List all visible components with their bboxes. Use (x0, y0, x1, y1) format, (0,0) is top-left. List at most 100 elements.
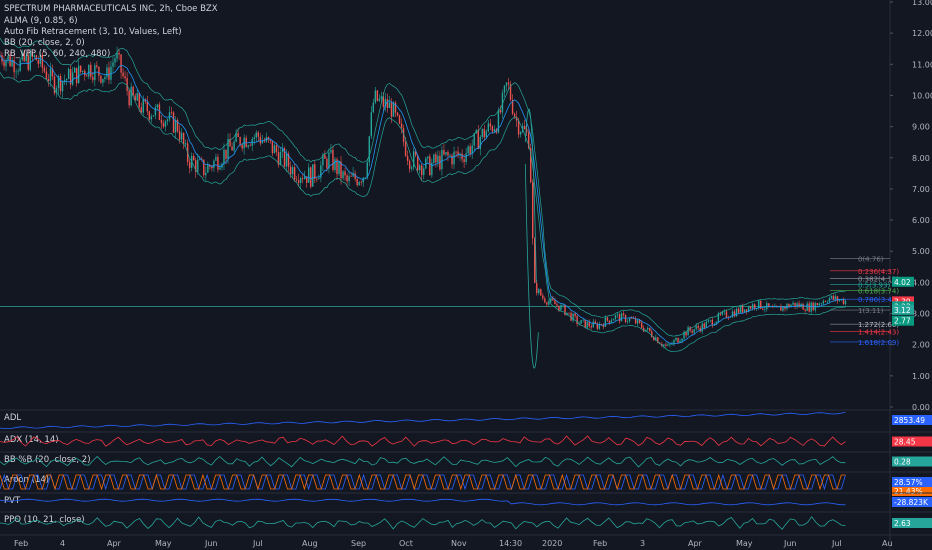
price-tick-label: 0.00 (912, 403, 930, 412)
candle-body (297, 180, 300, 183)
candle-body (556, 304, 558, 306)
candle-body (534, 238, 536, 284)
candle-body (554, 300, 556, 305)
candle-body (548, 301, 550, 305)
pane-badge (892, 456, 932, 467)
pane-title: BB %B (20, close, 2) (4, 455, 91, 465)
candle-body (588, 321, 590, 327)
candle-body (753, 304, 756, 309)
time-axis[interactable]: Feb 4 Apr May Jun Jul Aug Sep Oct Nov 14:30 2020 Feb… (0, 534, 932, 548)
candle-body (683, 331, 685, 339)
candle-body (47, 78, 50, 82)
candle-body (412, 151, 415, 168)
candle-body (427, 156, 429, 159)
time-tick-label: Au (882, 539, 893, 548)
candle-body (538, 289, 540, 294)
time-tick-label: Nov (451, 539, 467, 548)
candle-body (471, 145, 473, 155)
candle-body (788, 304, 790, 308)
price-axis[interactable]: 13.00 12.00 11.00 10.00 9.00 8.00 7.00 6.00 5.00… (890, 0, 932, 412)
candle-body (140, 107, 142, 113)
candle-body (443, 150, 445, 155)
candle-body (687, 327, 689, 336)
bb-spike-upper (524, 108, 537, 283)
indicator-label[interactable]: BB (20, close, 2, 0) (4, 38, 85, 48)
candle-body (31, 51, 33, 57)
candle-body (25, 55, 27, 62)
candle-body (51, 68, 54, 77)
candle-body (695, 325, 697, 330)
time-tick-label: Sep (351, 539, 366, 548)
candle-body (419, 165, 421, 171)
candle-body (184, 143, 187, 145)
candle-body (505, 82, 508, 86)
candle-body (239, 137, 241, 145)
fib-label: 0.236(4.37) (858, 268, 899, 276)
candle-body (782, 306, 784, 311)
pane-series (0, 455, 846, 468)
pane-badge (892, 436, 932, 447)
candle-body (106, 67, 108, 78)
candle-body (685, 331, 687, 336)
indicator-label[interactable]: Auto Fib Retracement (3, 10, Values, Lef… (4, 27, 182, 37)
candle-body (447, 152, 449, 156)
candle-body (673, 340, 675, 345)
candle-body (463, 159, 465, 163)
bb-spike-lower (524, 163, 539, 369)
candle-body (316, 178, 318, 180)
candle-body (130, 86, 132, 106)
candle-body (523, 125, 526, 130)
candle-body (235, 132, 237, 142)
bb-lower (0, 72, 846, 353)
candle-body (86, 75, 88, 77)
candle-body (275, 145, 278, 153)
candle-body (697, 325, 699, 328)
candle-body (312, 164, 314, 187)
candle-body (241, 144, 243, 149)
candle-body (94, 65, 96, 81)
price-tick-label: 7.00 (912, 185, 930, 194)
candle-body (287, 153, 290, 167)
pane-badge (892, 518, 932, 528)
candle-body (790, 304, 792, 308)
candle-body (465, 153, 467, 163)
candle-body (665, 344, 667, 346)
candle-body (23, 52, 25, 62)
candle-body (156, 104, 159, 108)
candle-body (457, 151, 459, 156)
candle-body (146, 101, 149, 112)
candle-body (176, 120, 179, 132)
candle-body (394, 102, 397, 113)
candle-body (229, 139, 231, 147)
candle-body (243, 137, 245, 149)
time-tick-label: Aug (302, 539, 318, 548)
candle-body (741, 305, 744, 313)
indicator-label[interactable]: ALMA (9, 0.85, 6) (4, 16, 78, 26)
candle-body (433, 154, 435, 163)
candle-body (689, 327, 691, 331)
candle-body (467, 146, 469, 154)
pane-title: PPO (10, 21, close) (4, 515, 85, 525)
candle-body (291, 167, 294, 175)
candle-body (645, 329, 647, 332)
candle-body (158, 104, 161, 120)
candle-body (709, 319, 712, 321)
candle-body (410, 167, 413, 169)
candle-body (602, 324, 605, 327)
candle-body (372, 102, 375, 113)
candle-body (142, 99, 144, 113)
candle-body (178, 131, 181, 140)
time-tick-label: Feb (14, 539, 28, 548)
indicator-label[interactable]: RB_VPP (5, 60, 240, 480) (4, 49, 110, 59)
candle-body (792, 302, 794, 305)
candle-body (622, 313, 625, 315)
candle-body (346, 175, 348, 182)
candle-body (334, 159, 336, 170)
candle-body (69, 69, 72, 85)
candle-body (501, 92, 504, 113)
candle-body (737, 308, 740, 313)
candle-body (180, 132, 183, 140)
